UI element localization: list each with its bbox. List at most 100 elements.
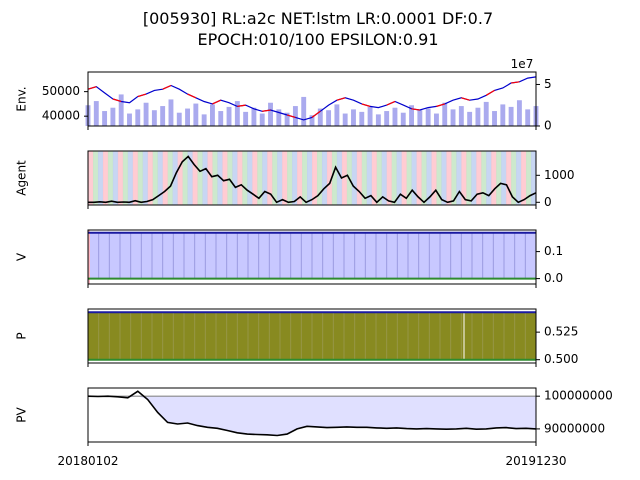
agent-action-band xyxy=(172,151,178,205)
env-volume-bar xyxy=(508,106,514,126)
env-y2tick-label-0: 0 xyxy=(544,119,552,133)
agent-action-band xyxy=(386,151,392,205)
agent-action-band xyxy=(202,151,208,205)
env-volume-bar xyxy=(201,114,207,126)
agent-action-band xyxy=(277,151,283,205)
agent-action-band xyxy=(466,151,472,205)
env-volume-bar xyxy=(268,102,273,126)
agent-action-band xyxy=(406,151,412,205)
agent-frame xyxy=(87,150,537,206)
agent-ytick-label-0: 0 xyxy=(544,195,552,209)
env-volume-bar xyxy=(392,107,398,126)
agent-action-band xyxy=(182,151,188,205)
env-price-segment xyxy=(436,103,445,107)
agent-action-band xyxy=(491,151,497,205)
agent-action-band xyxy=(461,151,467,205)
agent-action-band xyxy=(127,151,134,205)
env-volume-bar xyxy=(193,103,199,126)
env-volume-bar xyxy=(375,114,381,126)
agent-action-band xyxy=(321,151,328,205)
env-ylabel: Env. xyxy=(15,86,29,111)
env-price-segment xyxy=(286,114,296,118)
env-price-segment xyxy=(137,93,147,98)
agent-action-band xyxy=(177,151,183,205)
agent-action-band xyxy=(302,151,308,205)
env-volume-bar xyxy=(118,94,124,126)
agent-action-band xyxy=(336,151,343,205)
agent-action-band xyxy=(471,151,477,205)
agent-action-band xyxy=(307,151,313,205)
agent-action-band xyxy=(391,151,397,205)
env-volume-bar xyxy=(342,113,348,126)
agent-action-band xyxy=(436,151,442,205)
agent-action-band xyxy=(511,151,517,205)
env-volume-bar xyxy=(168,99,174,126)
v-ytick-label-1: 0.1 xyxy=(544,244,563,258)
agent-action-band xyxy=(351,151,358,205)
env-volume-bar xyxy=(458,106,464,126)
env-volume-bar xyxy=(234,101,240,126)
pv-ytick-label-1: 100000000 xyxy=(544,389,613,403)
agent-action-band xyxy=(222,151,228,205)
agent-action-band xyxy=(92,151,99,205)
agent-action-band xyxy=(381,151,387,205)
agent-ytick-label-1: 1000 xyxy=(544,168,575,182)
agent-action-band xyxy=(481,151,487,205)
agent-action-band xyxy=(451,151,457,205)
env-price-segment xyxy=(511,81,520,84)
env-volume-bar xyxy=(492,111,497,126)
agent-action-band xyxy=(207,151,213,205)
env-volume-bar xyxy=(135,109,141,126)
env-price-segment xyxy=(262,109,271,112)
env-volume-bar xyxy=(351,109,356,126)
agent-action-band xyxy=(516,151,522,205)
env-ytick-label-0: 40000 xyxy=(42,109,80,123)
agent-action-band xyxy=(331,151,338,205)
agent-action-band xyxy=(506,151,512,205)
agent-action-band xyxy=(356,151,363,205)
agent-line xyxy=(88,155,537,204)
env-price-segment xyxy=(461,97,470,101)
agent-action-band xyxy=(232,151,238,205)
agent-action-band xyxy=(376,151,382,205)
v-ytick-label-0: 0.0 xyxy=(544,271,563,285)
agent-action-band xyxy=(411,151,417,205)
agent-action-band xyxy=(142,151,149,205)
agent-action-band xyxy=(107,151,114,205)
env-volume-bar xyxy=(151,110,157,126)
env-volume-bar xyxy=(467,111,473,126)
agent-action-band xyxy=(272,151,278,205)
agent-action-band xyxy=(157,151,163,205)
agent-action-band xyxy=(162,151,168,205)
env-ytick-label-1: 50000 xyxy=(42,84,80,98)
agent-action-band xyxy=(242,151,248,205)
p-ylabel: P xyxy=(15,332,29,339)
env-price-segment xyxy=(162,84,172,90)
agent-action-band xyxy=(371,151,378,205)
env-price-segment xyxy=(187,93,197,99)
env-price-segment xyxy=(212,99,221,105)
agent-action-band xyxy=(227,151,233,205)
agent-action-band xyxy=(212,151,218,205)
agent-action-band xyxy=(137,151,144,205)
env-volume-bar xyxy=(400,112,406,126)
env-volume-bar xyxy=(317,108,323,126)
agent-action-band xyxy=(312,151,318,205)
agent-action-band xyxy=(341,151,348,205)
env-price-segment xyxy=(485,89,495,96)
env-volume-bar xyxy=(276,109,282,126)
chart-title-line2: EPOCH:010/100 EPSILON:0.91 xyxy=(197,30,438,49)
agent-action-band xyxy=(396,151,402,205)
x-tick-label-start: 20180102 xyxy=(57,454,118,468)
v-ylabel: V xyxy=(15,252,29,261)
env-frame xyxy=(87,71,537,127)
agent-action-band xyxy=(187,151,193,205)
agent-action-band xyxy=(292,151,298,205)
env-y2-exponent: 1e7 xyxy=(511,57,534,71)
env-volume-bar xyxy=(210,104,215,126)
env-volume-bar xyxy=(367,106,373,126)
env-price-segment xyxy=(411,108,420,111)
env-volume-bar xyxy=(301,96,307,126)
env-volume-bar xyxy=(185,108,190,126)
